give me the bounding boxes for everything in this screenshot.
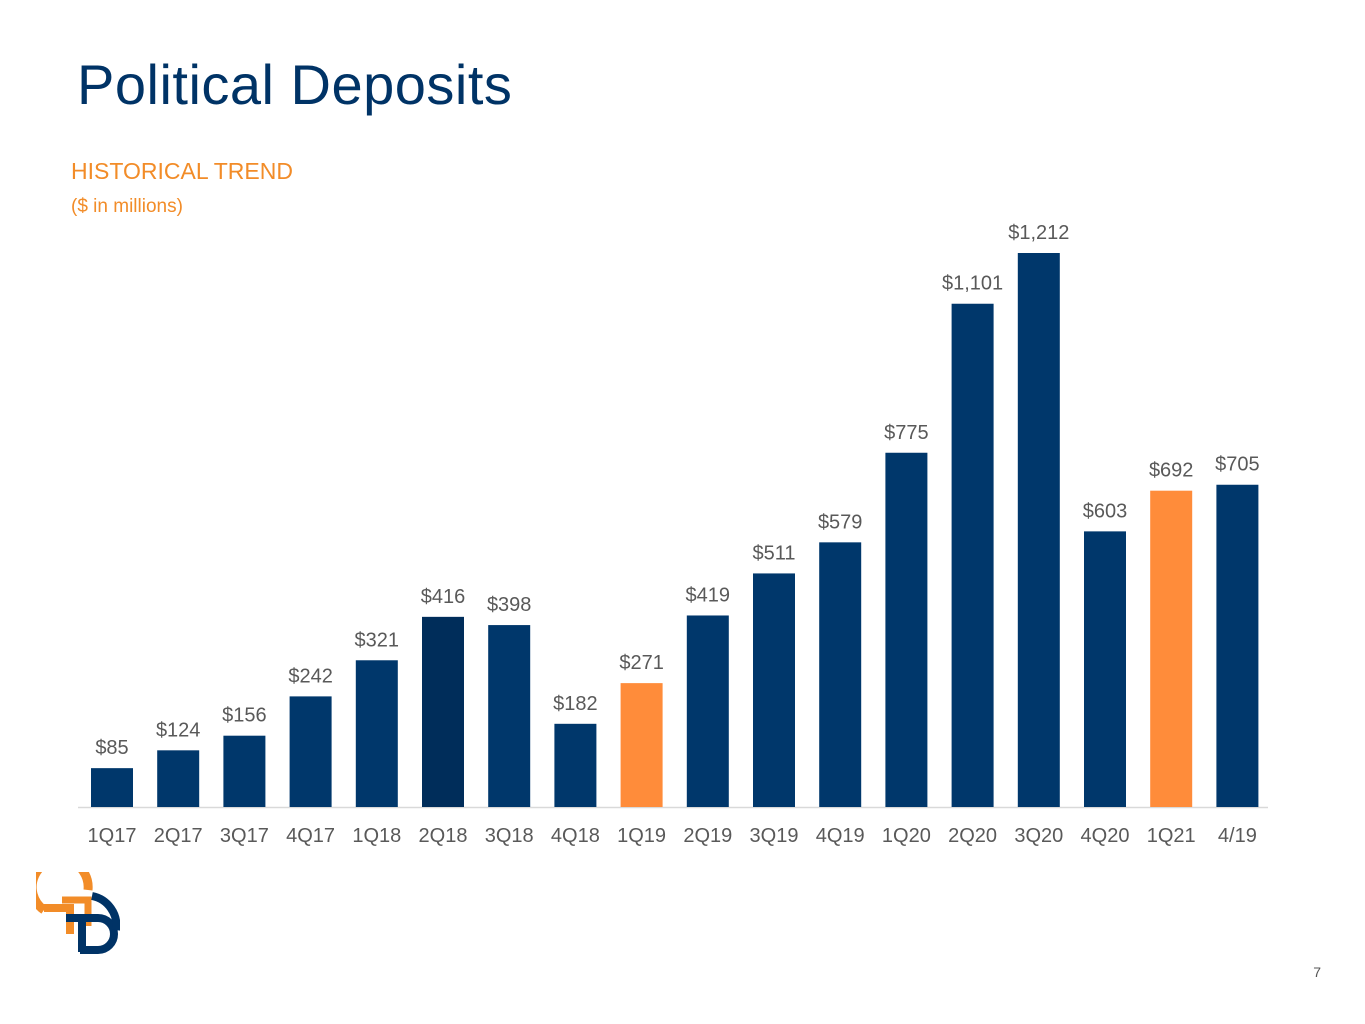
data-label-4Q20: $603 [1083,500,1128,522]
x-tick-label-1Q19: 1Q19 [617,825,666,847]
bar-4/19 [1216,484,1259,807]
x-tick-label-1Q20: 1Q20 [882,825,931,847]
data-label-3Q18: $398 [487,594,532,616]
data-label-1Q19: $271 [619,652,664,674]
bar-4Q18 [554,723,597,807]
data-label-4Q17: $242 [288,665,333,687]
bar-3Q19 [753,573,795,807]
data-label-1Q20: $775 [884,422,929,444]
bar-1Q19 [620,683,663,807]
bar-4Q20 [1084,531,1126,807]
data-label-3Q19: $511 [752,542,795,564]
chart-subtitle: HISTORICAL TREND [71,158,293,184]
x-tick-label-2Q17: 2Q17 [154,825,203,847]
x-tick-label-2Q19: 2Q19 [683,825,732,847]
x-tick-label-4Q17: 4Q17 [286,825,335,847]
bar-2Q18 [422,616,464,807]
data-label-2Q20: $1,101 [942,273,1003,295]
data-label-3Q17: $156 [222,705,267,727]
data-label-1Q21: $692 [1149,460,1194,482]
bar-3Q20 [1017,253,1060,807]
data-label-1Q18: $321 [355,629,400,651]
data-label-2Q17: $124 [156,719,201,741]
page-number: 7 [1313,964,1321,980]
bar-3Q18 [488,625,531,807]
data-label-2Q19: $419 [686,584,731,606]
x-tick-label-3Q20: 3Q20 [1014,825,1063,847]
bank-logo-icon [36,872,120,954]
data-label-4/19: $705 [1215,454,1260,476]
data-label-4Q19: $579 [818,511,863,533]
data-label-4Q18: $182 [553,693,598,715]
bar-1Q20 [885,452,928,807]
x-tick-label-3Q19: 3Q19 [750,825,799,847]
data-label-2Q18: $416 [421,586,466,608]
x-tick-label-4Q18: 4Q18 [551,825,600,847]
bar-chart: $85 1Q17 $124 2Q17 $156 3Q17 $242 4Q17 $321 1Q18 $… [78,222,1268,847]
unit-note: ($ in millions) [71,196,183,217]
data-label-3Q20: $1,212 [1008,222,1069,244]
x-tick-label-4/19: 4/19 [1218,825,1257,847]
bar-2Q19 [686,615,729,807]
x-tick-label-4Q19: 4Q19 [816,825,865,847]
x-tick-label-1Q21: 1Q21 [1147,825,1196,847]
x-tick-label-2Q20: 2Q20 [948,825,997,847]
x-tick-label-1Q18: 1Q18 [352,825,401,847]
bar-4Q17 [289,696,332,807]
bar-2Q17 [157,750,200,807]
bar-3Q17 [223,735,266,807]
x-tick-label-3Q17: 3Q17 [220,825,269,847]
page-title: Political Deposits [77,53,513,116]
bar-4Q19 [819,542,862,807]
x-tick-label-4Q20: 4Q20 [1081,825,1130,847]
bar-1Q18 [355,660,398,807]
bar-1Q21 [1150,490,1193,807]
x-tick-label-2Q18: 2Q18 [419,825,468,847]
bar-2Q20 [951,303,994,807]
data-label-1Q17: $85 [95,737,128,759]
bar-1Q17 [91,768,133,807]
x-tick-label-3Q18: 3Q18 [485,825,534,847]
x-tick-label-1Q17: 1Q17 [88,825,137,847]
